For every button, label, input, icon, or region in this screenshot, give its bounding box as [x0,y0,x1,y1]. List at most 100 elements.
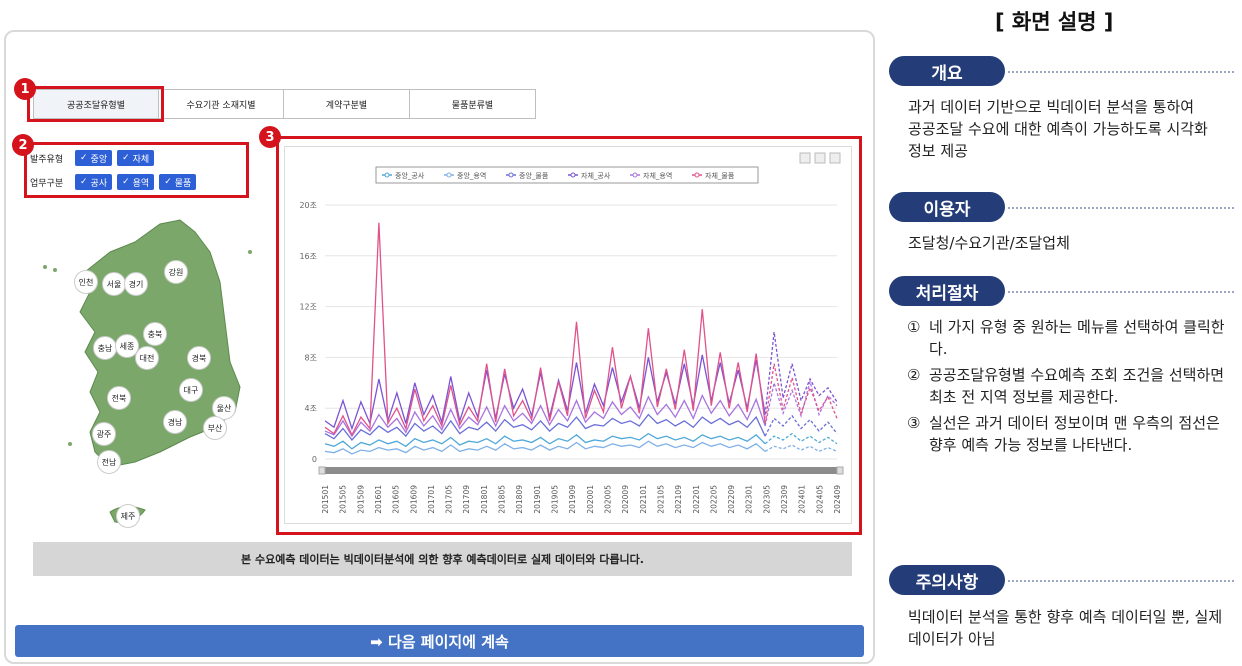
marker-1: 1 [14,78,36,100]
x-tick-label: 202101 [639,485,648,514]
x-tick-label: 201605 [392,485,401,514]
x-tick-label: 202201 [692,485,701,514]
x-tick-label: 201801 [480,485,489,514]
x-tick-label: 202109 [674,485,683,514]
x-tick-label: 201709 [462,485,471,514]
check-icon: ✓ [122,177,130,187]
series-line-중앙_공사 [324,432,766,450]
x-tick-label: 202009 [621,485,630,514]
x-tick-label: 202405 [815,485,824,514]
tab-item-category[interactable]: 물품분류별 [409,89,536,119]
x-tick-label: 202305 [762,485,771,514]
forecast-line-chart: 20조 16조 12조 8조 4조 0 중앙_공사 중앙_용역 중앙_물품 자체_공사 자체_용역 자… [299,152,844,514]
overview-label: 개요 [889,56,1005,86]
forecast-line-자체_물품 [764,363,838,424]
overview-text: 과거 데이터 기반으로 빅데이터 분석을 통하여 공공조달 수요에 대한 예측이… [908,98,1208,160]
legend-entry: 자체_공사 [581,171,611,180]
y-tick-label: 4조 [305,404,317,413]
x-tick-label: 201809 [515,485,524,514]
region-sejong[interactable]: 세종 [115,334,139,358]
save-icon[interactable] [829,152,841,164]
x-tick-label: 201909 [568,485,577,514]
order-type-filter: 발주유형 ✓ 중앙 ✓ 자체 [30,150,155,166]
region-chungnam[interactable]: 충남 [93,336,117,360]
chart-scrollbar[interactable] [325,467,837,474]
side-title: [ 화면 설명 ] [995,10,1114,34]
x-tick-label: 201805 [498,485,507,514]
region-seoul[interactable]: 서울 [102,272,126,296]
x-tick-label: 202209 [727,485,736,514]
legend-marker [570,172,576,178]
users-text: 조달청/수요기관/조달업체 [908,234,1070,252]
region-jeju[interactable]: 제주 [116,504,140,528]
series-line-중앙_용역 [324,440,766,455]
x-tick-label: 202301 [745,485,754,514]
next-page-button[interactable]: ➡ 다음 페이지에 계속 [15,625,864,657]
tab-contract-type[interactable]: 계약구분별 [283,89,410,119]
region-jeonbuk[interactable]: 전북 [107,386,131,410]
highlight-box-2 [24,142,249,198]
users-label: 이용자 [889,192,1005,222]
order-type-self-label: 자체 [132,154,150,165]
legend-entry: 자체_물품 [705,171,735,180]
tab-procurement-type[interactable]: 공공조달유형별 [33,89,159,119]
order-type-central-checkbox[interactable]: ✓ 중앙 [75,150,113,166]
x-tick-label: 201609 [409,485,418,514]
check-icon: ✓ [164,177,172,187]
y-tick-label: 20조 [299,201,317,210]
scroll-right-icon[interactable] [836,466,844,475]
series-line-중앙_물품 [324,413,766,441]
work-type-service-label: 용역 [132,178,150,189]
procedure-label: 처리절차 [889,276,1005,306]
x-tick-label: 202105 [656,485,665,514]
region-daegu[interactable]: 대구 [179,378,203,402]
region-gangwon[interactable]: 강원 [164,260,188,284]
work-type-construction-label: 공사 [90,178,108,189]
region-jeonnam[interactable]: 전남 [97,450,121,474]
tab-bar: 공공조달유형별 수요기관 소재지별 계약구분별 물품분류별 [33,89,536,119]
legend-entry: 중앙_용역 [457,171,486,180]
x-tick-label: 201701 [427,485,436,514]
tab-agency-location[interactable]: 수요기관 소재지별 [158,89,284,119]
order-type-central-label: 중앙 [90,154,108,165]
legend-marker [508,172,514,178]
y-tick-label: 0 [312,455,317,464]
check-icon: ✓ [80,177,88,187]
x-tick-label: 202001 [586,485,595,514]
x-tick-label: 202409 [833,485,842,514]
forecast-line-중앙_공사 [764,432,838,445]
region-gyeongbuk[interactable]: 경북 [187,346,211,370]
users-divider [1008,207,1234,209]
procedure-divider [1008,291,1234,293]
work-type-service-checkbox[interactable]: ✓ 용역 [117,174,155,190]
y-tick-label: 16조 [299,252,317,261]
x-tick-label: 201905 [551,485,560,514]
region-chungbuk[interactable]: 충북 [143,322,167,346]
work-type-goods-checkbox[interactable]: ✓ 물품 [159,174,197,190]
order-type-self-checkbox[interactable]: ✓ 자체 [117,150,155,166]
series-line-자체_물품 [324,222,766,437]
work-type-construction-checkbox[interactable]: ✓ 공사 [75,174,113,190]
region-incheon[interactable]: 인천 [74,270,98,294]
order-type-label: 발주유형 [30,154,64,165]
forecast-line-자체_공사 [764,331,838,415]
zoom-in-icon[interactable] [799,152,811,164]
forecast-line-자체_용역 [764,379,838,427]
region-gyeongnam[interactable]: 경남 [163,410,187,434]
region-busan[interactable]: 부산 [203,416,227,440]
x-tick-label: 202005 [603,485,612,514]
region-daejeon[interactable]: 대전 [135,346,159,370]
region-gyeonggi[interactable]: 경기 [124,272,148,296]
legend-marker [446,172,452,178]
caution-text: 빅데이터 분석을 통한 향후 예측 데이터일 뿐, 실제 데이터가 아님 [908,608,1223,648]
legend-marker [632,172,638,178]
region-gwangju[interactable]: 광주 [92,422,116,446]
legend-entry: 자체_용역 [643,171,672,180]
zoom-reset-icon[interactable] [814,152,826,164]
y-tick-label: 12조 [299,303,317,312]
scroll-left-icon[interactable] [318,466,326,475]
legend-marker [384,172,390,178]
korea-map: 인천 서울 경기 강원 충북 충남 세종 대전 경북 전북 대구 울산 경남 광… [40,212,270,532]
